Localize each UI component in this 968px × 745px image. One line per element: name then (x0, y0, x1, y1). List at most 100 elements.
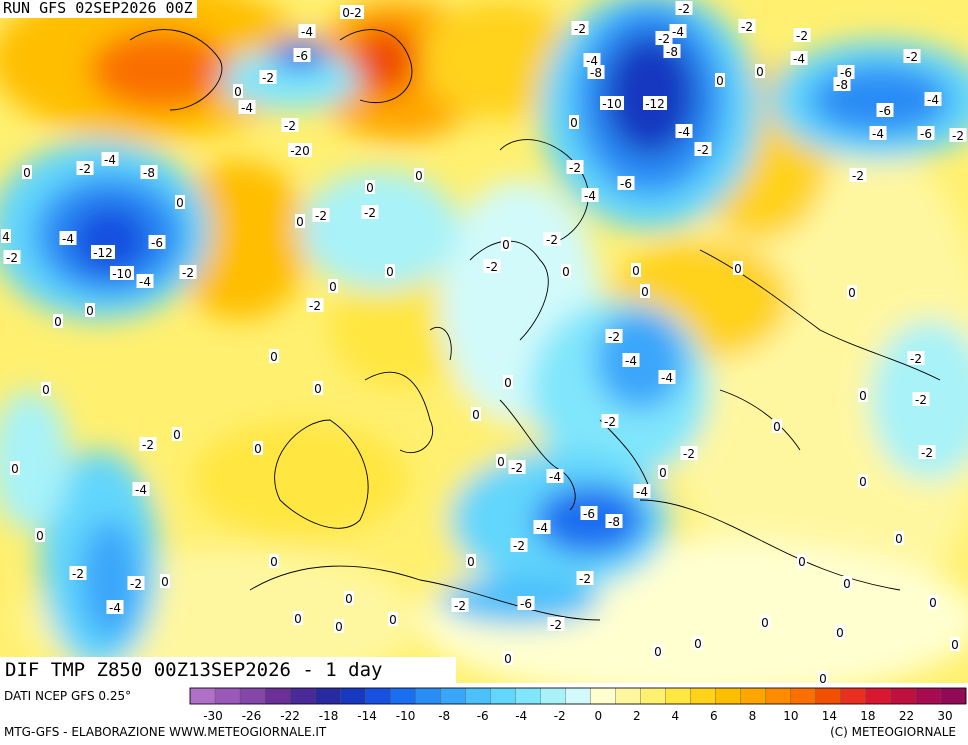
isotherm-label: 0 (85, 303, 95, 318)
isotherm-label-text: -6 (840, 66, 852, 80)
isotherm-label-text: -6 (520, 597, 532, 611)
isotherm-label-text: 0 (756, 65, 764, 79)
isotherm-label-text: 4 (2, 230, 10, 244)
isotherm-label-text: 0 (836, 626, 844, 640)
isotherm-label: 0 (313, 381, 323, 396)
isotherm-label: -4 (298, 24, 316, 39)
isotherm-label: -2 (543, 232, 561, 247)
isotherm-label-text: -2 (741, 20, 753, 34)
isotherm-label: -6 (917, 126, 935, 141)
legend-tick-label: 18 (860, 709, 875, 723)
isotherm-label-text: -2 (697, 143, 709, 157)
credit-right: (C) METEOGIORNALE (830, 725, 956, 739)
isotherm-label-text: 0 (345, 592, 353, 606)
isotherm-label-text: -6 (583, 507, 595, 521)
isotherm-label: 0 (334, 619, 344, 634)
isotherm-label: -6 (517, 596, 535, 611)
isotherm-label-text: -4 (135, 483, 147, 497)
isotherm-label-text: 0 (42, 383, 50, 397)
isotherm-label-text: -4 (109, 601, 121, 615)
isotherm-label-text: 0 (570, 116, 578, 130)
footer: -30 -26 -22 -18 -14 -10 -8 -6 -4 -2 0 2 4 6 8 10 14 18 22 3… (0, 683, 968, 745)
legend-swatch (840, 687, 867, 705)
isotherm-label: -6 (837, 65, 855, 80)
isotherm-label: 0 (295, 214, 305, 229)
isotherm-label-text: 0 (659, 466, 667, 480)
isotherm-label-text: 0 (504, 652, 512, 666)
isotherm-label-text: 0 (415, 169, 423, 183)
legend-swatch (515, 687, 541, 705)
isotherm-label: -12 (91, 245, 115, 260)
isotherm-label: -10 (600, 96, 624, 111)
isotherm-label-text: 0 (11, 462, 19, 476)
isotherm-label: 0 (253, 441, 263, 456)
isotherm-label-text: 0 (366, 181, 374, 195)
isotherm-label: 0 (41, 382, 51, 397)
isotherm-label: -2 (139, 437, 157, 452)
isotherm-label-text: 0 (859, 389, 867, 403)
isotherm-label-text: -2 (579, 572, 591, 586)
isotherm-label: -2 (547, 617, 565, 632)
isotherm-label-text: -4 (672, 25, 684, 39)
isotherm-label-text: -2 (683, 447, 695, 461)
isotherm-label-text: -8 (143, 166, 155, 180)
isotherm-label-text: 0 (929, 596, 937, 610)
isotherm-label-text: -4 (872, 127, 884, 141)
isotherm-label-text: -4 (636, 485, 648, 499)
isotherm-label: -4 (669, 24, 687, 39)
isotherm-label-text: -2 (574, 22, 586, 36)
isotherm-label-text: -10 (602, 97, 622, 111)
isotherm-label-text: -2 (262, 71, 274, 85)
isotherm-label-text: -2 (315, 209, 327, 223)
isotherm-label: -4 (238, 100, 256, 115)
isotherm-label: -4 (136, 274, 154, 289)
isotherm-label-text: 0 (472, 408, 480, 422)
legend-tick-label: 10 (783, 709, 798, 723)
map-title: DIF TMP Z850 00Z13SEP2026 - 1 day (0, 657, 456, 683)
isotherm-label-text: 0 (176, 196, 184, 210)
legend-tick-label: -2 (554, 709, 566, 723)
isotherm-label: -2 (601, 414, 619, 429)
isotherm-label: 0 (501, 237, 511, 252)
isotherm-label-text: 0 (734, 262, 742, 276)
isotherm-label: 4 (1, 229, 11, 244)
isotherm-label: -2 (605, 329, 623, 344)
isotherm-label: -2 (451, 598, 469, 613)
isotherm-label: 0 (496, 454, 506, 469)
isotherm-label-text: 0 (761, 616, 769, 630)
isotherm-label: -2 (694, 142, 712, 157)
legend-swatch (289, 687, 316, 705)
legend-tick-label: -8 (438, 709, 450, 723)
isotherm-label-text: 0 (859, 475, 867, 489)
isotherm-label: 0 (760, 615, 770, 630)
isotherm-label: -6 (617, 176, 635, 191)
isotherm-label: -2 (912, 392, 930, 407)
isotherm-label: -4 (924, 92, 942, 107)
isotherm-label-text: -2 (79, 162, 91, 176)
isotherm-label-text: -4 (139, 275, 151, 289)
isotherm-label: -2 (483, 259, 501, 274)
isotherm-label: -2 (508, 460, 526, 475)
isotherm-label: -2 (655, 31, 673, 46)
isotherm-label-text: -6 (920, 127, 932, 141)
legend-swatch (565, 687, 592, 705)
isotherm-label: -2 (510, 538, 528, 553)
isotherm-label: 0 (466, 554, 476, 569)
isotherm-label: -2 (566, 160, 584, 175)
legend-swatch (239, 687, 266, 705)
isotherm-label: 0 (414, 168, 424, 183)
isotherm-label-text: 0 (386, 265, 394, 279)
isotherm-label: -6 (580, 506, 598, 521)
isotherm-label-text: 0 (36, 529, 44, 543)
isotherm-label: -4 (658, 370, 676, 385)
isotherm-label: 0 (950, 637, 960, 652)
isotherm-label-text: -2 (921, 446, 933, 460)
isotherm-label-text: -2 (796, 29, 808, 43)
isotherm-label: 0 (503, 375, 513, 390)
credit-left: MTG-GFS - ELABORAZIONE WWW.METEOGIORNALE… (4, 725, 327, 739)
isotherm-label: -4 (675, 124, 693, 139)
isotherm-label-text: 0 (951, 638, 959, 652)
legend-border (189, 687, 967, 705)
isotherm-label: 0 (818, 671, 828, 683)
